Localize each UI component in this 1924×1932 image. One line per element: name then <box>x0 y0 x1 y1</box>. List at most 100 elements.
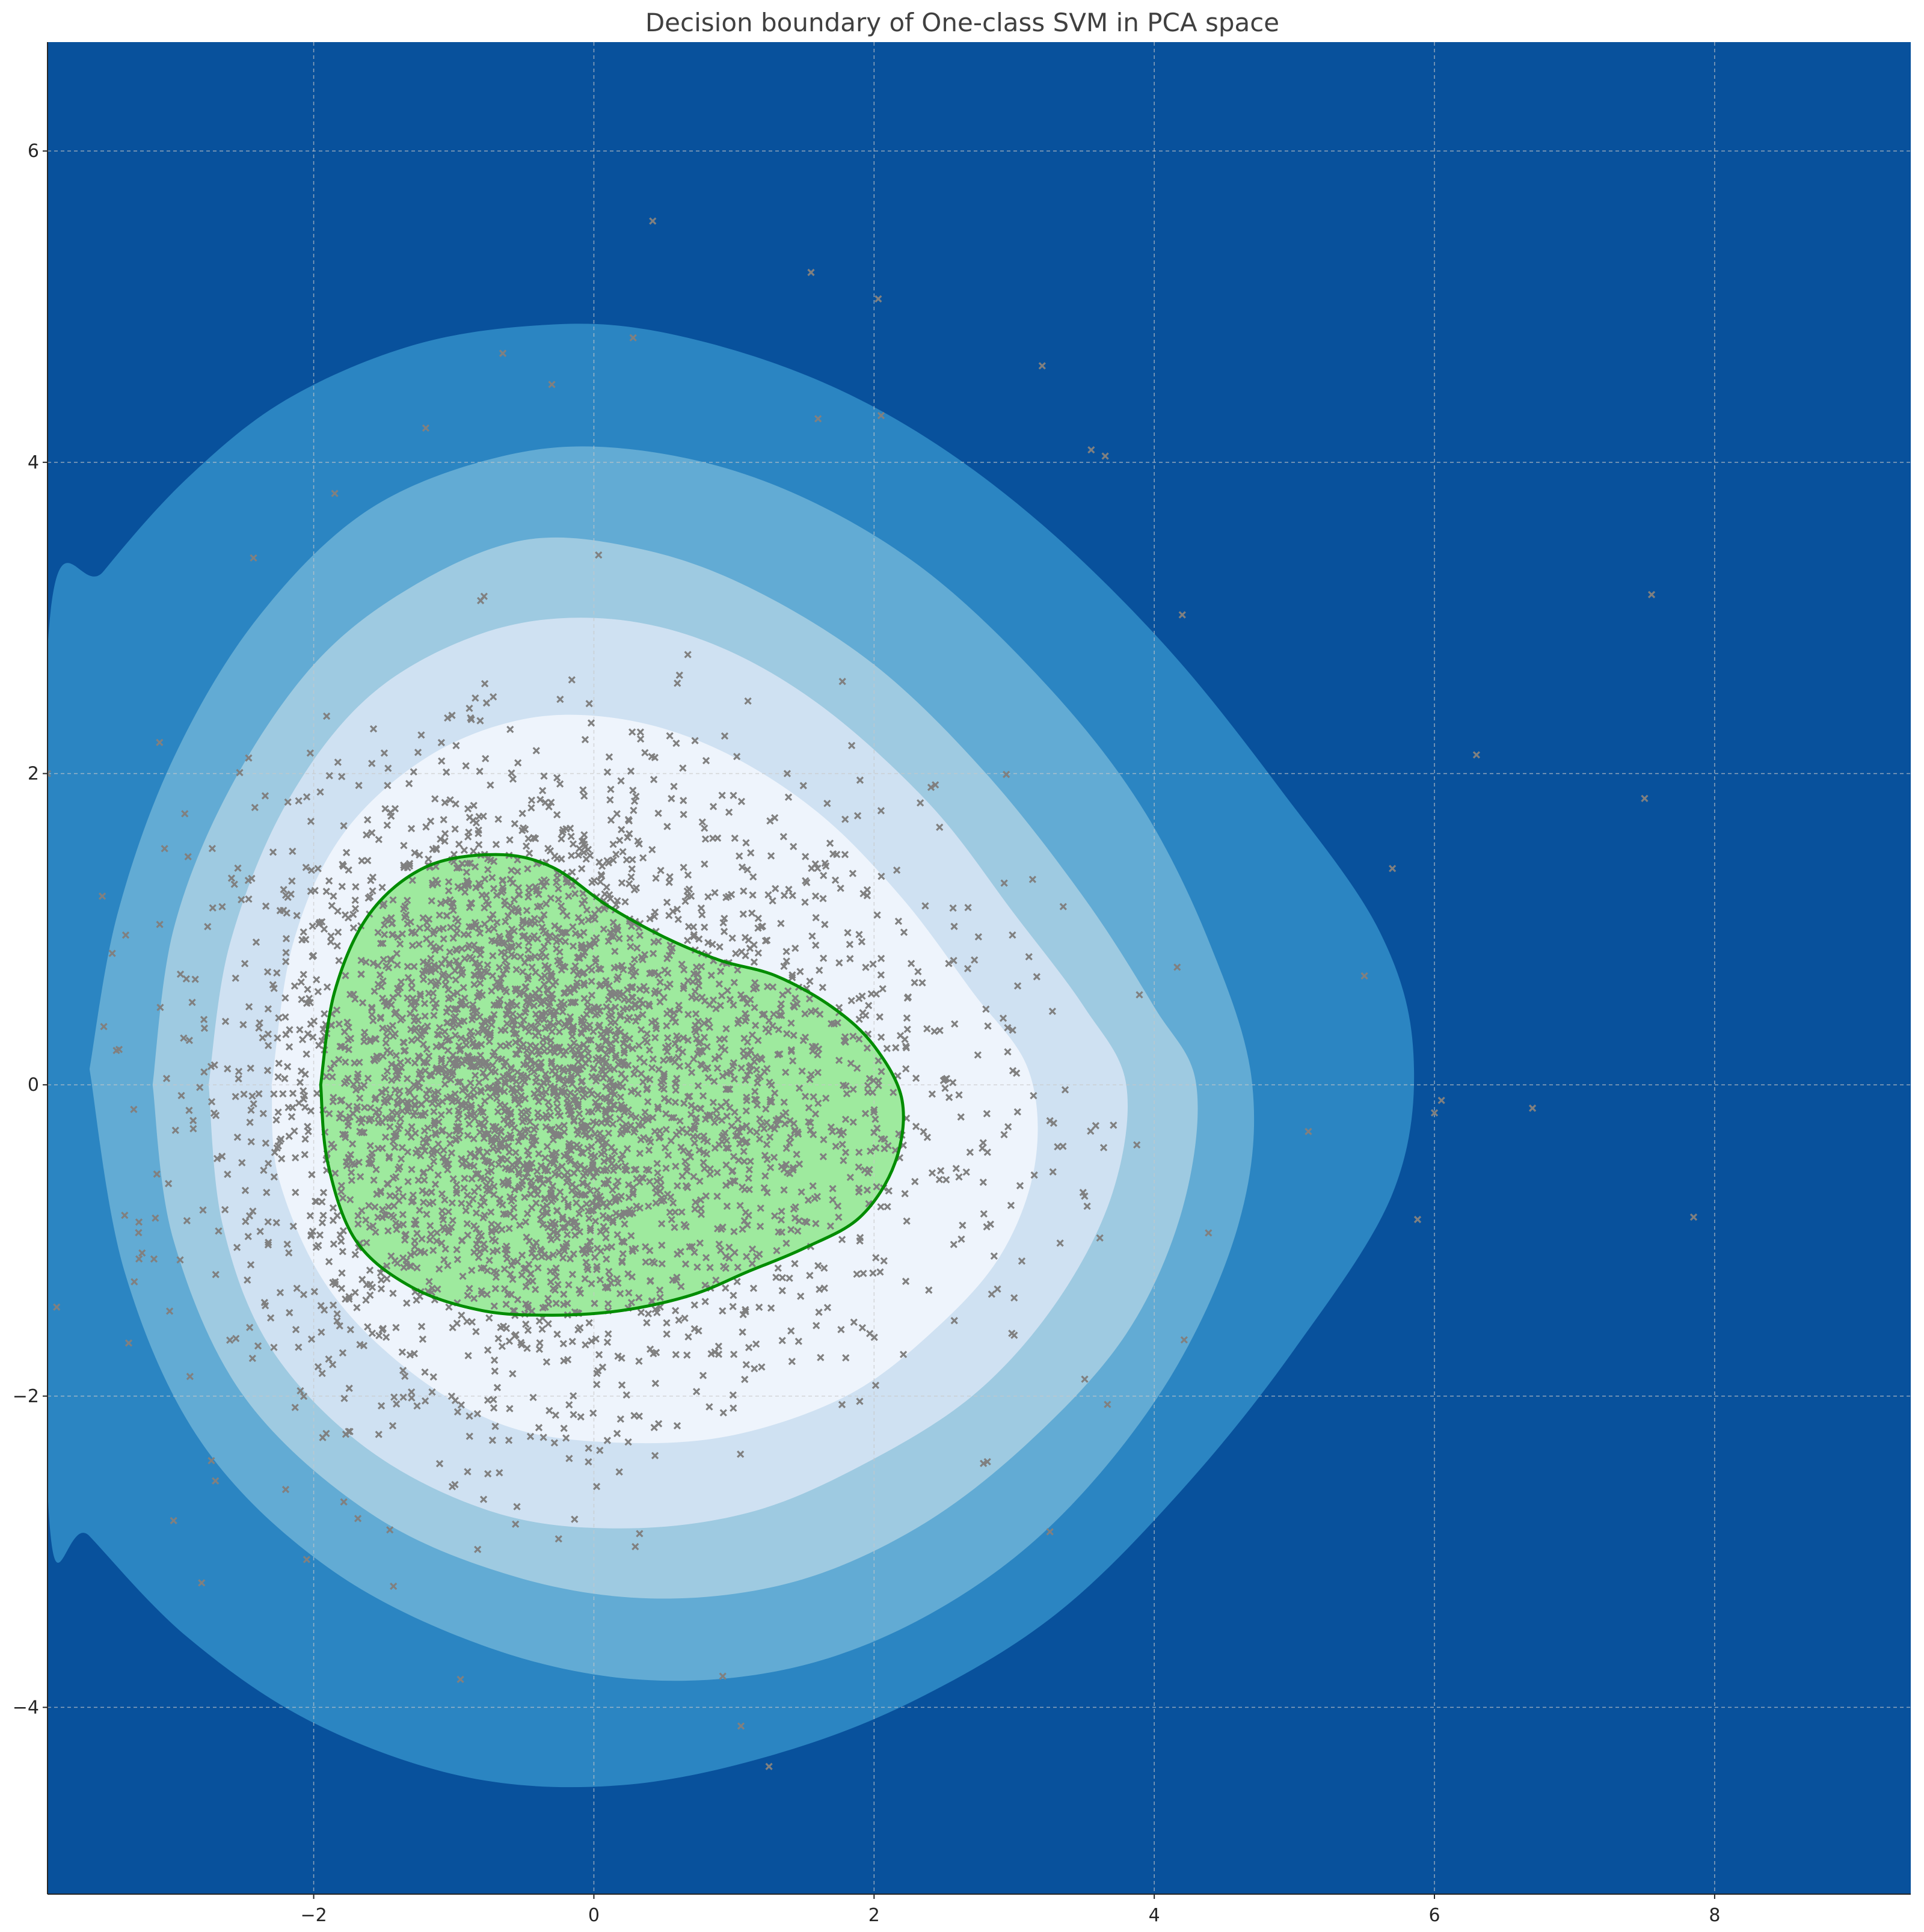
scatter-point <box>955 1173 963 1181</box>
scatter-point <box>412 1149 420 1157</box>
scatter-point <box>560 1290 568 1298</box>
scatter-point <box>528 963 536 971</box>
scatter-point <box>743 1122 751 1130</box>
scatter-point <box>377 939 385 948</box>
scatter-point <box>775 1011 783 1019</box>
scatter-point <box>532 1024 540 1032</box>
scatter-point <box>496 1469 503 1477</box>
scatter-point <box>441 799 449 806</box>
scatter-point <box>380 749 389 757</box>
scatter-point <box>289 1222 297 1230</box>
scatter-point <box>883 1044 891 1052</box>
scatter-point <box>674 1182 681 1190</box>
scatter-point <box>618 1381 626 1389</box>
scatter-point <box>433 1147 441 1155</box>
scatter-point <box>263 1189 271 1197</box>
scatter-point <box>176 1256 184 1264</box>
scatter-point <box>508 769 515 777</box>
scatter-point <box>515 1138 523 1145</box>
scatter-point <box>204 922 212 931</box>
scatter-point <box>440 1146 447 1154</box>
scatter-point <box>431 795 439 803</box>
scatter-point <box>399 1393 407 1401</box>
scatter-point <box>200 1068 208 1076</box>
scatter-point <box>377 1269 384 1277</box>
scatter-point <box>715 1052 723 1061</box>
scatter-point <box>496 1042 505 1050</box>
scatter-point <box>636 735 645 743</box>
scatter-point <box>713 1192 721 1200</box>
scatter-point <box>341 1044 349 1052</box>
scatter-point <box>819 954 828 962</box>
scatter-point <box>485 926 493 934</box>
scatter-point <box>683 1351 691 1359</box>
scatter-point <box>761 1152 769 1159</box>
scatter-point <box>417 1322 426 1331</box>
scatter-point <box>672 1162 680 1170</box>
scatter-point <box>869 1269 877 1277</box>
scatter-point <box>850 1318 858 1326</box>
scatter-point <box>632 793 640 800</box>
y-tick-label: 6 <box>28 141 39 162</box>
scatter-point <box>555 1109 562 1117</box>
scatter-point <box>592 1335 600 1343</box>
scatter-point <box>391 1143 399 1152</box>
scatter-point <box>616 1290 624 1298</box>
scatter-point <box>728 1168 736 1176</box>
scatter-points <box>30 217 1698 1770</box>
scatter-point <box>232 1093 239 1100</box>
scatter-point <box>663 1022 671 1030</box>
scatter-point <box>695 1327 702 1335</box>
scatter-point <box>248 1354 256 1363</box>
scatter-point <box>999 1014 1007 1022</box>
scatter-point <box>584 1049 592 1058</box>
scatter-point <box>527 1022 535 1030</box>
scatter-point <box>691 987 699 996</box>
scatter-point <box>367 1159 375 1168</box>
scatter-point <box>419 1198 428 1206</box>
scatter-point <box>546 1406 553 1415</box>
scatter-point <box>607 1005 615 1014</box>
scatter-point <box>325 1258 333 1266</box>
scatter-point <box>396 940 404 948</box>
scatter-point <box>826 1222 835 1230</box>
scatter-point <box>749 891 757 899</box>
scatter-point <box>481 1211 488 1219</box>
scatter-point <box>742 1308 749 1316</box>
scatter-point <box>421 1147 429 1155</box>
scatter-point <box>789 1164 798 1171</box>
scatter-point <box>487 915 494 923</box>
scatter-point <box>745 1165 754 1174</box>
scatter-point <box>256 1019 263 1027</box>
scatter-point <box>588 1337 595 1345</box>
scatter-point <box>514 868 521 876</box>
scatter-point <box>506 1405 514 1412</box>
scatter-point <box>859 1269 867 1277</box>
scatter-point <box>368 1329 377 1337</box>
scatter-point <box>770 1125 779 1133</box>
y-axis-ticks: −4 −2 0 2 4 6 <box>13 141 48 1718</box>
scatter-point <box>881 1145 888 1153</box>
scatter-point <box>454 1078 462 1087</box>
scatter-point <box>751 979 759 987</box>
scatter-point <box>577 1148 585 1156</box>
scatter-point <box>30 911 36 917</box>
scatter-point <box>632 1114 640 1121</box>
scatter-point <box>404 1056 412 1065</box>
scatter-point <box>740 1158 748 1165</box>
scatter-point <box>399 861 408 869</box>
scatter-point <box>644 1098 652 1106</box>
scatter-point <box>436 944 444 952</box>
scatter-point <box>569 840 577 848</box>
scatter-point <box>730 1351 738 1358</box>
scatter-point <box>539 1221 547 1228</box>
scatter-point <box>783 1030 791 1038</box>
scatter-point <box>488 972 497 980</box>
scatter-point <box>742 1209 750 1216</box>
scatter-point <box>338 773 346 780</box>
scatter-point <box>482 1073 490 1081</box>
scatter-point <box>810 1093 817 1101</box>
scatter-point <box>835 959 843 967</box>
scatter-point <box>558 835 565 843</box>
scatter-point <box>358 857 366 865</box>
